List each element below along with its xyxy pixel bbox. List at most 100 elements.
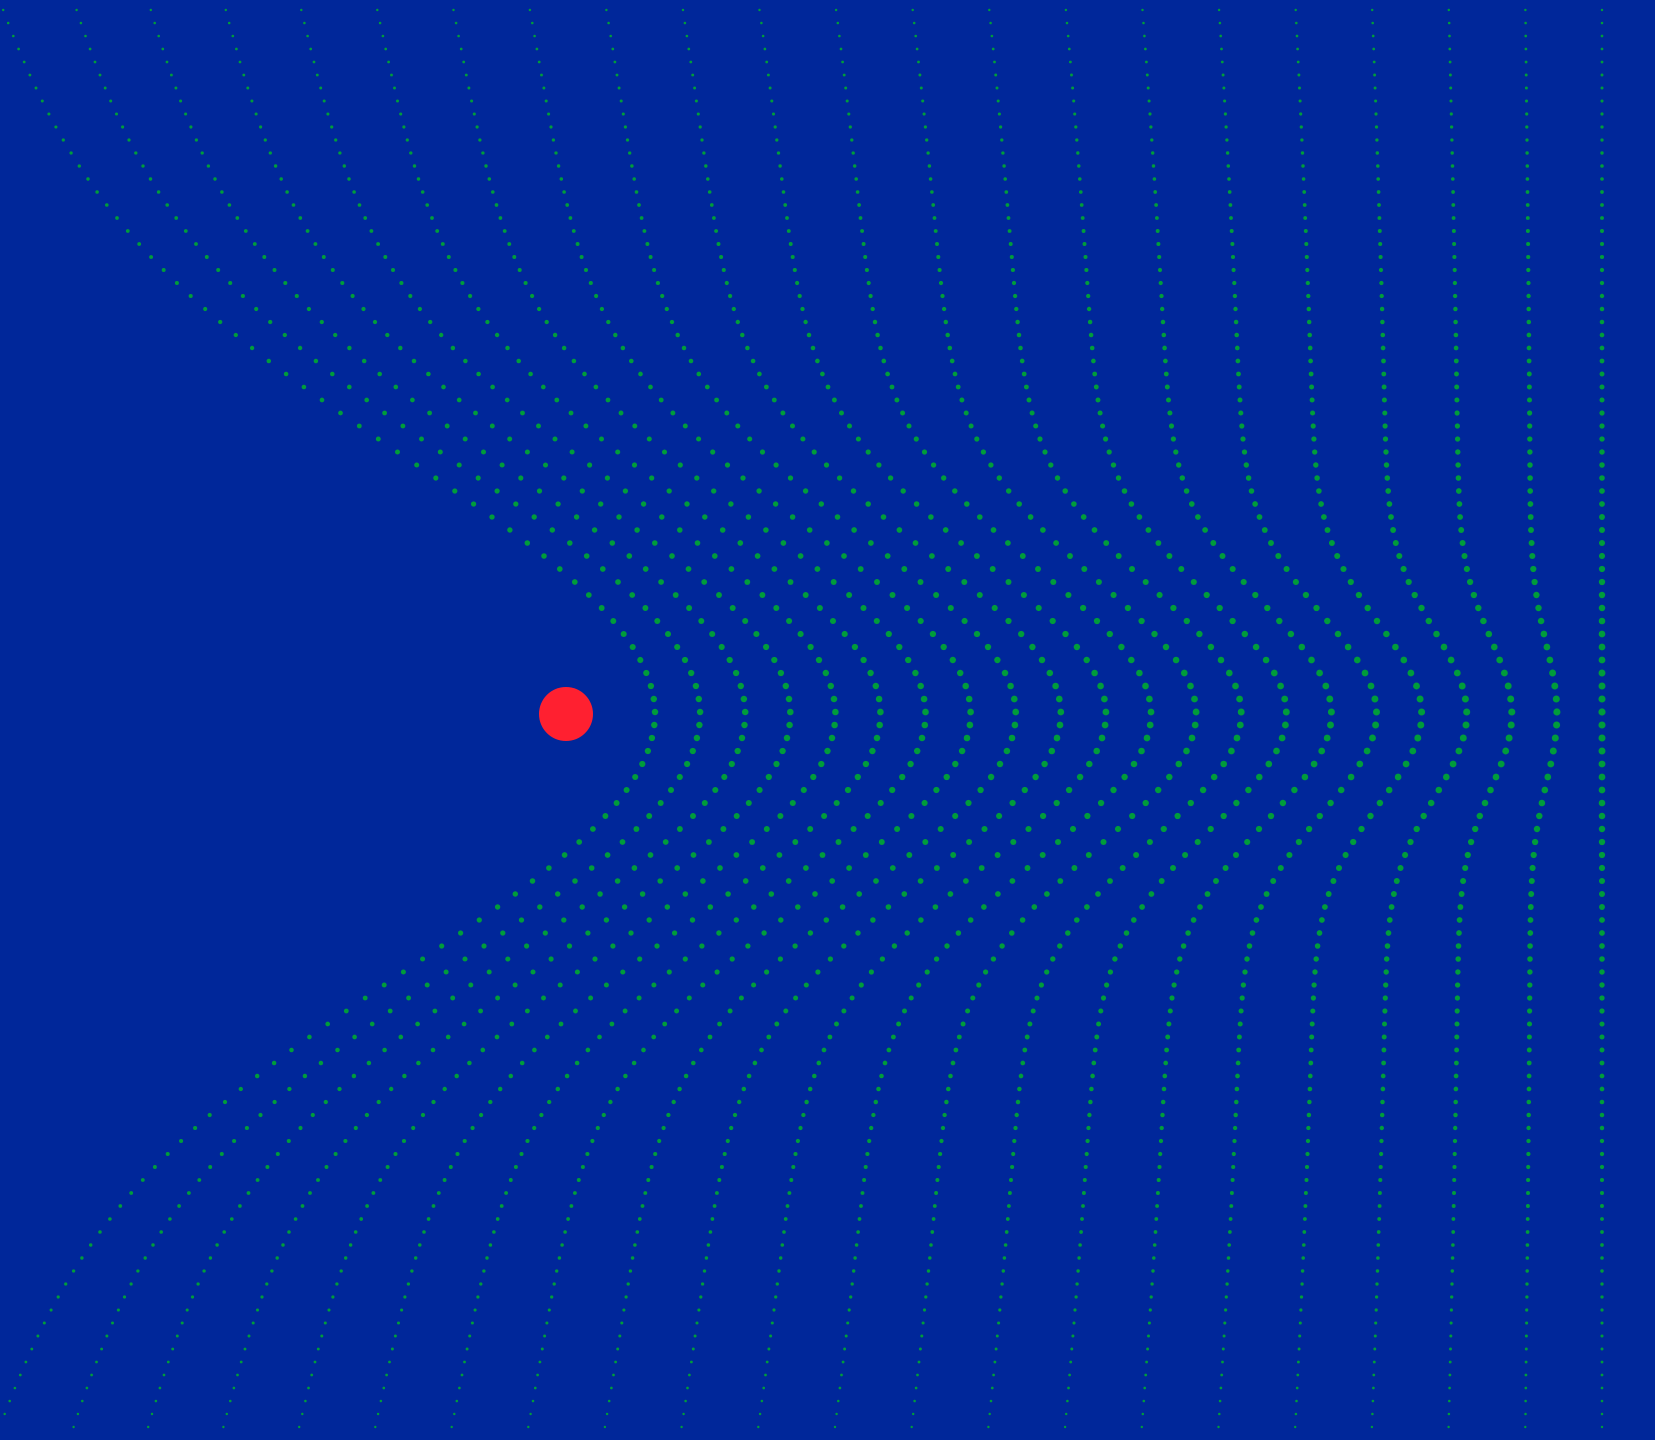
field-dot — [598, 436, 605, 442]
field-dot — [552, 436, 558, 442]
field-dot — [1019, 917, 1026, 923]
field-dot — [886, 1047, 892, 1053]
field-dot — [836, 21, 840, 25]
field-dot — [313, 242, 318, 246]
field-dot — [233, 332, 238, 338]
field-dot — [363, 216, 368, 220]
field-dot — [108, 1217, 112, 1221]
field-dot — [1038, 656, 1046, 664]
field-dot — [580, 1165, 585, 1169]
field-dot — [1115, 553, 1122, 559]
field-dot — [454, 21, 458, 25]
field-dot — [1076, 773, 1084, 781]
field-dot — [1031, 904, 1038, 910]
field-dot — [1455, 747, 1463, 755]
field-dot — [712, 1204, 717, 1208]
field-dot — [486, 969, 492, 975]
field-dot — [419, 436, 424, 442]
field-dot — [494, 1034, 500, 1040]
field-dot — [1016, 501, 1022, 507]
field-dot — [757, 1425, 760, 1429]
field-dot — [431, 1204, 436, 1208]
field-dot — [1457, 904, 1464, 910]
field-dot — [847, 112, 851, 116]
field-dot — [1040, 527, 1046, 533]
field-dot — [773, 462, 779, 468]
field-dot — [780, 1243, 785, 1247]
field-dot — [1600, 86, 1604, 90]
field-dot — [681, 8, 685, 12]
field-dot — [375, 436, 381, 442]
field-dot — [1103, 540, 1110, 546]
field-dot — [1244, 956, 1250, 962]
field-dot — [1263, 891, 1270, 897]
field-dot — [1152, 177, 1157, 181]
field-dot — [603, 1425, 607, 1429]
field-dot — [1472, 825, 1479, 833]
field-dot — [683, 21, 687, 25]
field-dot — [1313, 604, 1320, 612]
field-dot — [1480, 617, 1487, 625]
field-dot — [1600, 1230, 1604, 1234]
field-dot — [1138, 747, 1145, 755]
field-dot — [994, 656, 1001, 664]
field-dot — [1009, 1178, 1013, 1182]
field-dot — [183, 229, 188, 233]
field-dot — [1525, 1230, 1530, 1234]
field-dot — [1281, 695, 1289, 703]
field-dot — [121, 125, 125, 129]
field-dot — [416, 1060, 421, 1066]
field-dot — [273, 164, 278, 168]
field-dot — [1350, 838, 1357, 846]
field-dot — [834, 1021, 839, 1027]
field-dot — [272, 268, 277, 272]
field-dot — [1301, 177, 1306, 181]
field-dot — [1507, 695, 1515, 703]
field-dot — [100, 1347, 104, 1351]
field-dot — [988, 462, 994, 468]
field-dot — [330, 125, 334, 129]
field-dot — [1454, 423, 1461, 429]
field-dot — [629, 643, 636, 651]
field-dot — [1524, 8, 1527, 12]
field-dot — [1449, 1308, 1453, 1312]
field-dot — [56, 1295, 60, 1299]
field-dot — [1027, 1021, 1033, 1027]
field-dot — [494, 332, 500, 338]
field-dot — [1547, 760, 1555, 768]
field-dot — [830, 695, 838, 703]
field-dot — [8, 1399, 11, 1403]
field-dot — [1524, 1412, 1527, 1416]
field-dot — [620, 969, 626, 975]
field-dot — [1373, 1347, 1377, 1351]
field-dot — [1298, 643, 1306, 651]
field-dot — [654, 618, 661, 624]
field-dot — [285, 190, 289, 194]
field-dot — [832, 708, 839, 716]
field-dot — [967, 708, 974, 716]
field-dot — [313, 1360, 317, 1364]
field-dot — [247, 1334, 251, 1338]
field-dot — [1062, 488, 1068, 494]
field-dot — [1191, 721, 1199, 729]
field-dot — [1281, 721, 1289, 729]
field-dot — [1118, 643, 1125, 651]
field-dot — [1240, 578, 1247, 586]
field-dot — [998, 1308, 1002, 1312]
field-dot — [1146, 695, 1153, 703]
field-dot — [532, 1047, 537, 1053]
field-dot — [1459, 540, 1466, 546]
field-dot — [1142, 21, 1145, 25]
field-dot — [797, 630, 804, 638]
field-dot — [351, 1073, 357, 1079]
field-dot — [688, 669, 695, 677]
field-dot — [689, 917, 696, 923]
field-dot — [1305, 825, 1313, 833]
field-dot — [1347, 578, 1354, 586]
field-dot — [1084, 1151, 1089, 1157]
field-dot — [844, 86, 848, 90]
field-dot — [428, 319, 433, 325]
field-dot — [1598, 669, 1606, 677]
field-dot — [1451, 1204, 1456, 1208]
field-dot — [1180, 943, 1187, 949]
